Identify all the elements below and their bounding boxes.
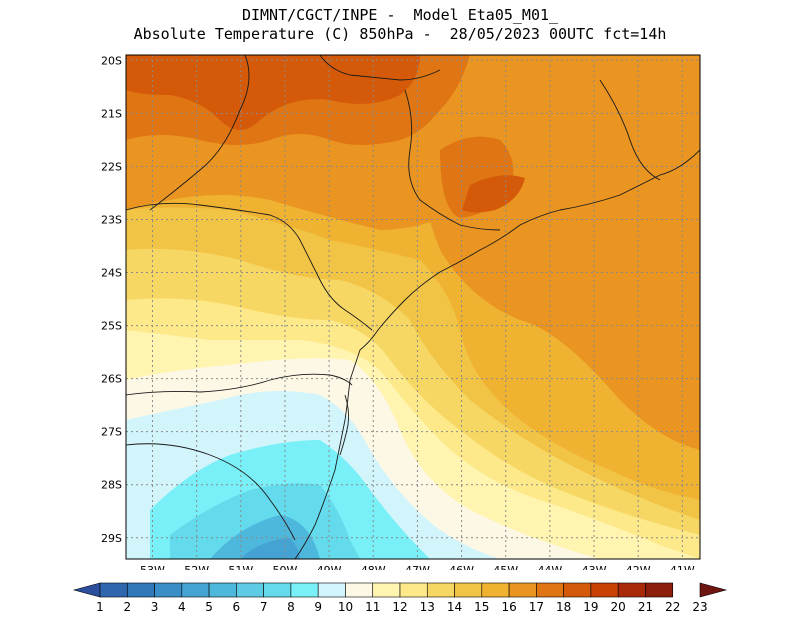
state-border-sc-rs [126, 443, 296, 541]
colorbar-label: 8 [287, 600, 295, 614]
lon-label: 46W [449, 564, 474, 570]
lon-label: 43W [582, 564, 607, 570]
lon-label: 51W [228, 564, 253, 570]
field-level-19-coast [462, 175, 525, 213]
map-frame [125, 54, 701, 560]
colorbar-swatch [290, 582, 319, 598]
colorbar-swatch [454, 582, 483, 598]
colorbar-swatch [563, 582, 592, 598]
colorbar-swatch [481, 582, 510, 598]
colorbar-swatch [208, 582, 237, 598]
lat-label: 26S [101, 373, 122, 386]
longitude-labels: 53W 52W 51W 50W 49W 48W 47W 46W 45W 44W 43W 42W 41W [140, 564, 695, 570]
colorbar-swatch [181, 582, 210, 598]
shaded-field [126, 55, 700, 559]
colorbar-label: 20 [611, 600, 626, 614]
state-border-ms-sp [149, 55, 250, 211]
colorbar-label: 15 [474, 600, 489, 614]
colorbar-swatch [99, 582, 128, 598]
colorbar-swatch [508, 582, 537, 598]
colorbar-label: 3 [151, 600, 159, 614]
colorbar-label: 19 [583, 600, 598, 614]
lat-label: 22S [101, 160, 122, 173]
colorbar-swatch [699, 582, 728, 598]
colorbar-label: 5 [205, 600, 213, 614]
temperature-map: 20S 21S 22S 23S 24S 25S 26S 27S 28S 29S 53W 52W 51W… [101, 54, 701, 570]
colorbar-label: 14 [447, 600, 462, 614]
colorbar-swatch [590, 582, 619, 598]
colorbar-label: 13 [420, 600, 435, 614]
lat-lon-grid [126, 55, 700, 559]
state-border-mg-rj-es [599, 79, 661, 181]
lon-label: 41W [670, 564, 695, 570]
latitude-labels: 20S 21S 22S 23S 24S 25S 26S 27S 28S 29S [101, 54, 122, 544]
lon-label: 47W [405, 564, 430, 570]
colorbar-swatch [72, 582, 101, 598]
lon-label: 50W [273, 564, 298, 570]
lon-label: 52W [184, 564, 209, 570]
state-border-pr-sc [126, 373, 353, 396]
colorbar-swatch [536, 582, 564, 598]
state-border-mg-sp [404, 89, 501, 231]
colorbar-label: 17 [529, 600, 544, 614]
colorbar-label: 6 [233, 600, 241, 614]
atlantic-coastline [294, 149, 700, 559]
colorbar-swatch [617, 582, 646, 598]
colorbar-label: 1 [96, 600, 104, 614]
colorbar-label: 18 [556, 600, 571, 614]
state-border-sp-pr [126, 202, 373, 331]
colorbar-label: 2 [123, 600, 131, 614]
lon-label: 53W [140, 564, 165, 570]
lat-label: 24S [101, 267, 122, 280]
field-level-6 [240, 538, 300, 559]
colorbar-label: 22 [665, 600, 680, 614]
lon-label: 42W [626, 564, 651, 570]
lon-label: 48W [361, 564, 386, 570]
state-border-mg-go [319, 55, 441, 81]
colorbar-swatch [263, 582, 292, 598]
lat-label: 29S [101, 532, 122, 545]
lat-label: 25S [101, 320, 122, 333]
colorbar-label: 16 [501, 600, 516, 614]
colorbar-label: 10 [338, 600, 353, 614]
map-title-line1: DIMNT/CGCT/INPE - Model Eta05_M01_ [241, 6, 559, 24]
lon-label: 45W [493, 564, 518, 570]
colorbar-swatch [645, 582, 674, 598]
colorbar-label: 23 [692, 600, 707, 614]
colorbar-label: 7 [260, 600, 268, 614]
colorbar-swatch [345, 582, 374, 598]
colorbar-swatch [154, 582, 183, 598]
colorbar-label: 12 [392, 600, 407, 614]
lon-label: 49W [317, 564, 342, 570]
lat-label: 21S [101, 107, 122, 120]
lat-label: 20S [101, 54, 122, 67]
colorbar-swatch [426, 582, 455, 598]
lat-label: 23S [101, 213, 122, 226]
colorbar-label: 21 [638, 600, 653, 614]
colorbar-label: 11 [365, 600, 380, 614]
lagoon-outline [339, 394, 350, 456]
colorbar-swatch [126, 582, 155, 598]
colorbar-swatch [317, 582, 346, 598]
colorbar-swatch [236, 582, 264, 598]
colorbar-swatch [372, 582, 401, 598]
lat-label: 27S [101, 426, 122, 439]
lon-label: 44W [537, 564, 562, 570]
colorbar-label: 4 [178, 600, 186, 614]
lat-label: 28S [101, 479, 122, 492]
coastline-borders [126, 55, 700, 559]
colorbar-swatch [399, 582, 428, 598]
map-title-line2: Absolute Temperature (C) 850hPa - 28/05/… [133, 25, 667, 43]
colorbar-label: 9 [314, 600, 322, 614]
